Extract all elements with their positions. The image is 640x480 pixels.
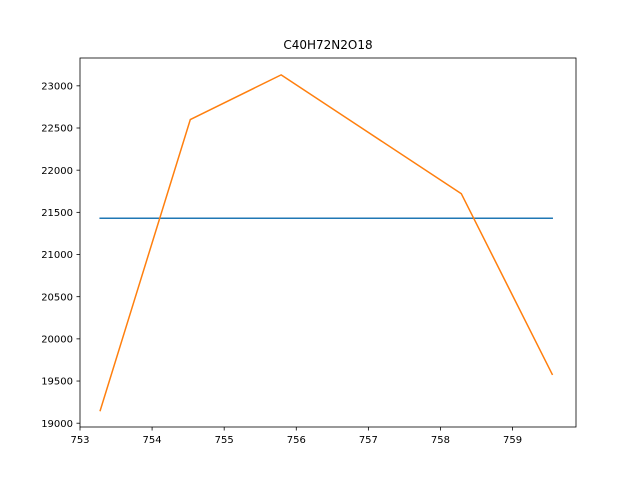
y-tick-label: 20000 bbox=[41, 334, 73, 345]
x-tick-label: 753 bbox=[70, 435, 89, 446]
y-tick-label: 21500 bbox=[41, 208, 73, 219]
x-tick-label: 756 bbox=[287, 435, 306, 446]
y-tick-label: 19500 bbox=[41, 377, 73, 388]
x-tick-label: 758 bbox=[431, 435, 450, 446]
y-tick-label: 19000 bbox=[41, 419, 73, 430]
y-tick-label: 21000 bbox=[41, 250, 73, 261]
x-tick-label: 759 bbox=[503, 435, 522, 446]
chart-title: C40H72N2O18 bbox=[283, 38, 372, 52]
axes-layer: 753 754 755 756 757 758 759 19000 19500 20000 2050… bbox=[41, 57, 577, 446]
x-tick-label: 755 bbox=[215, 435, 234, 446]
y-tick-label: 20500 bbox=[41, 292, 73, 303]
x-tick-label: 757 bbox=[359, 435, 378, 446]
y-tick-label: 23000 bbox=[41, 81, 73, 92]
y-tick-label: 22000 bbox=[41, 166, 73, 177]
plot-frame bbox=[79, 57, 577, 428]
y-tick-label: 22500 bbox=[41, 124, 73, 135]
series-line-2 bbox=[99, 74, 554, 412]
x-tick-label: 754 bbox=[143, 435, 162, 446]
series-layer bbox=[99, 74, 554, 412]
